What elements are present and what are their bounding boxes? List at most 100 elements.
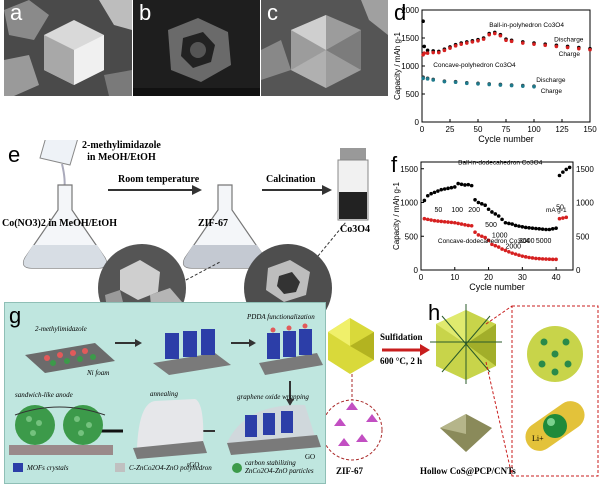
- data-point: [493, 243, 498, 248]
- data-point: [448, 46, 452, 50]
- x-tick-label: 10: [450, 273, 459, 282]
- h-left-caption: ZIF-67: [336, 466, 363, 476]
- y-tick-label: 1500: [401, 34, 419, 43]
- x-tick-label: 30: [518, 273, 527, 282]
- x-tick-label: 50: [474, 125, 483, 134]
- x-tick-label: 150: [583, 125, 597, 134]
- data-point: [425, 193, 430, 198]
- data-point: [540, 227, 545, 231]
- y-tick-label: 500: [406, 90, 420, 99]
- data-point: [476, 233, 481, 237]
- data-point: [465, 41, 469, 45]
- data-point: [429, 218, 433, 222]
- data-point: [422, 51, 427, 55]
- rate-label: 500: [485, 222, 497, 229]
- panel-h-label: h: [428, 302, 441, 325]
- data-point: [469, 183, 474, 188]
- data-point: [517, 253, 521, 257]
- data-point: [459, 42, 463, 46]
- data-point: [442, 219, 447, 224]
- data-point: [507, 221, 511, 226]
- data-point: [422, 198, 427, 203]
- data-point: [554, 44, 559, 49]
- data-point: [500, 247, 504, 251]
- data-point: [532, 84, 536, 89]
- x-tick-label: 125: [555, 125, 569, 134]
- data-point: [439, 187, 444, 192]
- rate-label: 3000: [519, 238, 535, 245]
- x-tick-label: 25: [446, 125, 455, 134]
- data-point: [431, 78, 435, 82]
- rate-label: 50: [435, 207, 443, 214]
- data-point: [577, 46, 581, 51]
- panel-b-label: b: [139, 0, 152, 25]
- data-point: [504, 38, 508, 43]
- data-point: [521, 41, 525, 45]
- data-point: [521, 84, 525, 88]
- data-point: [483, 203, 487, 207]
- data-point: [449, 185, 454, 190]
- data-point: [520, 254, 525, 258]
- chart-annotation: Discharge: [554, 36, 584, 43]
- g-step-annealing: annealing: [150, 390, 178, 398]
- data-point: [527, 255, 531, 260]
- data-point: [544, 227, 548, 232]
- g-step-sandwich: sandwich-like anode: [15, 391, 73, 399]
- y-axis-label: Capacity / mAh g-1: [392, 181, 401, 250]
- data-point: [565, 45, 570, 50]
- data-point: [564, 215, 569, 220]
- data-point: [513, 223, 518, 228]
- rate-label: 5000: [536, 238, 552, 245]
- h-ion-label: Li+: [532, 434, 544, 443]
- label-start: Co(NO3)2 in MeOH/EtOH: [2, 218, 117, 229]
- data-point: [487, 82, 491, 87]
- data-point: [540, 257, 545, 261]
- data-point: [561, 170, 565, 174]
- rate-label: 50: [556, 204, 564, 211]
- data-point: [425, 77, 430, 81]
- step-room-temperature: Room temperature: [118, 174, 200, 185]
- y-tick-label: 0: [415, 118, 420, 127]
- data-point: [487, 32, 491, 37]
- g-step-go-wrapping: graphene oxide wrapping: [237, 393, 309, 401]
- data-point: [513, 252, 518, 256]
- data-point: [473, 198, 477, 202]
- data-point: [476, 200, 481, 205]
- data-point: [547, 227, 552, 232]
- data-point: [550, 227, 555, 231]
- g-step-methylimidazole: 2-methylimidazole: [35, 325, 87, 333]
- data-point: [459, 222, 464, 226]
- data-point: [425, 51, 430, 55]
- data-point: [498, 83, 503, 87]
- data-point: [510, 222, 514, 226]
- g-step-ni-foam: Ni foam: [87, 369, 110, 377]
- y-tick-label-right: 500: [576, 232, 590, 241]
- data-point: [564, 167, 569, 172]
- y-tick-label: 2000: [401, 6, 419, 15]
- y-tick-label-right: 1000: [576, 199, 594, 208]
- data-point: [523, 255, 528, 259]
- data-point: [463, 222, 467, 227]
- data-point: [534, 256, 538, 261]
- data-point: [507, 249, 511, 254]
- data-point: [588, 47, 592, 52]
- data-point: [490, 210, 494, 214]
- data-point: [554, 226, 558, 230]
- g-label-go: GO: [305, 453, 316, 461]
- data-point: [449, 220, 454, 225]
- data-point: [480, 202, 484, 206]
- chart-annotation: Concave-dodecahedron Co3O4: [438, 238, 530, 245]
- chart-annotation: Charge: [559, 51, 581, 58]
- y-axis-label: Capacity / mAh g-1: [393, 31, 402, 100]
- data-point: [557, 173, 562, 178]
- data-point: [466, 223, 471, 228]
- y-tick-label: 1000: [401, 62, 419, 71]
- y-tick-label-right: 1500: [576, 165, 594, 174]
- data-point: [425, 217, 430, 222]
- data-point: [547, 257, 552, 261]
- data-point: [509, 39, 514, 44]
- data-point: [465, 81, 469, 86]
- data-point: [422, 216, 427, 221]
- y-tick-label: 0: [414, 266, 419, 275]
